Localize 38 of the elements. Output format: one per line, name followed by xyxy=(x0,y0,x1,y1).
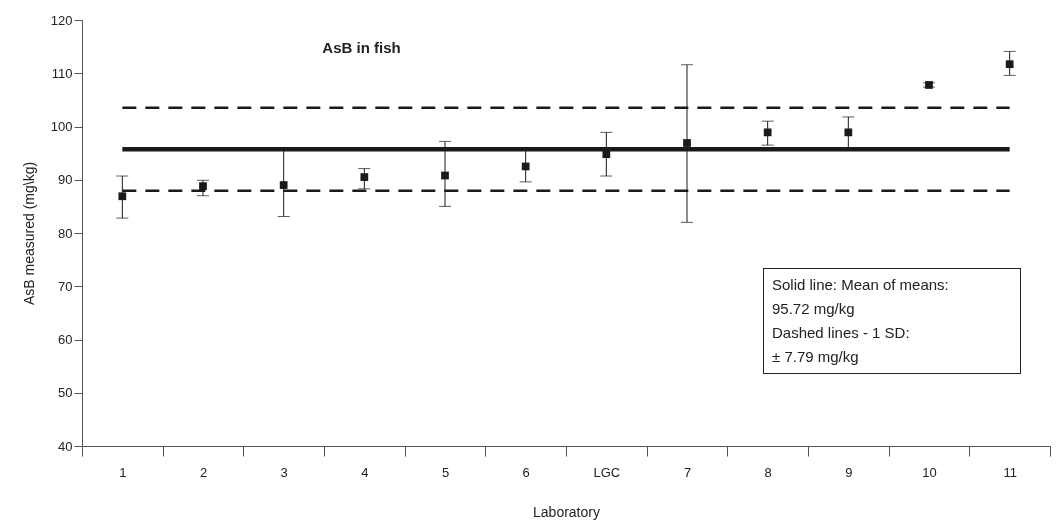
y-tick-label: 80 xyxy=(58,225,73,241)
y-tick-label: 50 xyxy=(58,385,73,401)
x-tick-label: 8 xyxy=(764,464,772,480)
y-tick-label: 60 xyxy=(58,332,73,347)
point xyxy=(844,128,853,137)
x-tick-label: 10 xyxy=(922,464,937,480)
x-tick-label: LGC xyxy=(593,464,621,480)
annotation: 95.72 mg/kg xyxy=(772,299,856,319)
y-tick-label: 100 xyxy=(50,119,73,134)
y-tick-label: 90 xyxy=(58,172,73,188)
x-tick-label: 2 xyxy=(199,464,208,480)
point xyxy=(763,128,772,137)
point xyxy=(199,182,207,191)
y-axis-title: AsB measured (mg\kg) xyxy=(20,161,37,306)
x-tick-label: 5 xyxy=(441,464,450,480)
annotation: Dashed lines - 1 SD: xyxy=(772,323,911,343)
point xyxy=(118,192,127,201)
text: AsB in fish xyxy=(322,39,401,56)
point xyxy=(683,139,691,147)
x-tick-label: 1 xyxy=(119,464,127,480)
annotation: Solid line: Mean of means: xyxy=(772,275,950,295)
y-tick-label: 40 xyxy=(58,438,73,454)
y-tick-label: 70 xyxy=(58,278,73,294)
point xyxy=(441,171,449,180)
y-tick-label: 120 xyxy=(50,12,73,28)
point xyxy=(1005,60,1014,69)
x-tick-label: 3 xyxy=(280,464,288,480)
y-tick-label: 110 xyxy=(51,65,73,81)
x-tick-label: 4 xyxy=(361,464,369,480)
point xyxy=(360,173,369,181)
x-tick-label: 7 xyxy=(683,464,692,480)
annotation: ± 7.79 mg/kg xyxy=(772,347,860,367)
x-tick-label: 9 xyxy=(845,464,853,480)
point xyxy=(279,181,288,189)
x-axis-title: Laboratory xyxy=(533,503,600,520)
x-tick-label: 6 xyxy=(522,464,530,480)
point xyxy=(521,162,530,171)
x-tick-label: 11 xyxy=(1003,464,1017,480)
